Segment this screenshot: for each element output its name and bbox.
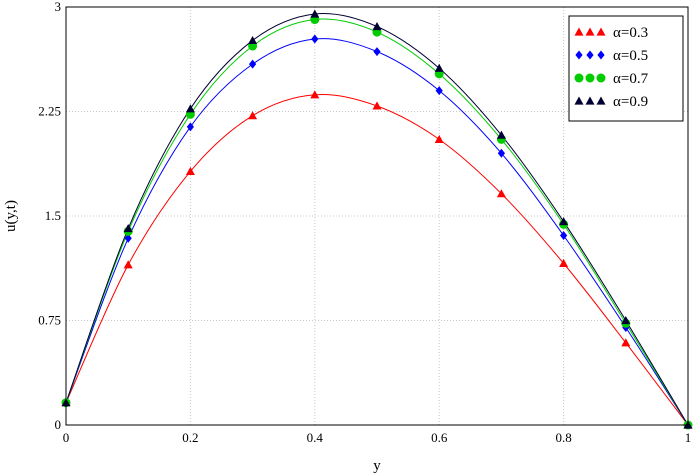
legend-marker-4 [596,96,606,105]
x-tick-label: 0 [63,430,70,445]
data-point-series-4 [496,130,506,139]
legend-marker-3 [574,73,584,83]
y-tick-label: 1.5 [45,208,61,223]
data-point-series-4 [559,217,569,226]
legend-marker-3 [596,73,606,83]
data-point-series-2 [249,59,257,69]
legend-marker-2 [575,50,583,60]
x-axis-title: y [373,458,381,474]
x-tick-label: 0.2 [182,430,198,445]
legend-marker-1 [585,27,595,36]
legend-marker-4 [574,96,584,105]
legend-label-2: α=0.5 [613,48,648,64]
series-markers [61,9,693,430]
legend-label-4: α=0.9 [613,94,648,110]
y-tick-label: 0 [55,417,62,432]
data-point-series-2 [186,122,194,132]
data-point-series-4 [434,63,444,72]
legend-marker-3 [585,73,595,83]
legend-marker-1 [596,27,606,36]
x-tick-label: 0.4 [307,430,324,445]
data-point-series-1 [559,258,569,267]
data-point-series-1 [496,189,506,198]
x-tick-label: 0.8 [555,430,571,445]
data-point-series-1 [123,260,133,269]
data-point-series-2 [124,233,132,243]
y-tick-label: 2.25 [38,104,61,119]
data-point-series-2 [373,47,381,57]
data-point-series-2 [560,231,568,241]
data-point-series-2 [435,86,443,96]
legend-marker-1 [574,27,584,36]
x-tick-label: 0.6 [431,430,448,445]
data-point-series-1 [310,90,320,99]
series-line-1 [65,93,689,426]
y-tick-labels: 0 0.75 1.5 2.25 3 [38,0,61,432]
legend-marker-2 [597,50,605,60]
x-tick-labels: 0 0.2 0.4 0.6 0.8 1 [63,430,692,445]
legend-marker-2 [586,50,594,60]
data-point-series-4 [123,224,133,233]
legend-label-3: α=0.7 [613,71,649,87]
data-point-series-4 [372,22,382,31]
data-point-series-4 [185,104,195,113]
data-point-series-1 [185,166,195,176]
y-tick-label: 3 [55,0,62,14]
data-point-series-1 [372,101,382,110]
data-point-series-1 [434,134,444,143]
data-point-series-1 [248,111,258,120]
legend-label-1: α=0.3 [613,25,648,41]
x-tick-label: 1 [685,430,692,445]
y-axis-title: u(y,t) [3,200,19,232]
data-point-series-4 [621,316,631,325]
y-tick-label: 0.75 [38,313,61,328]
plot-frame [65,6,689,426]
data-point-series-4 [248,35,258,45]
data-point-series-2 [497,148,505,158]
data-point-series-1 [621,338,631,347]
legend-marker-4 [585,96,595,105]
data-point-series-4 [310,9,320,18]
legend: α=0.3 α=0.5 α=0.7 α=0.9 [568,15,684,122]
data-point-series-2 [311,34,319,44]
